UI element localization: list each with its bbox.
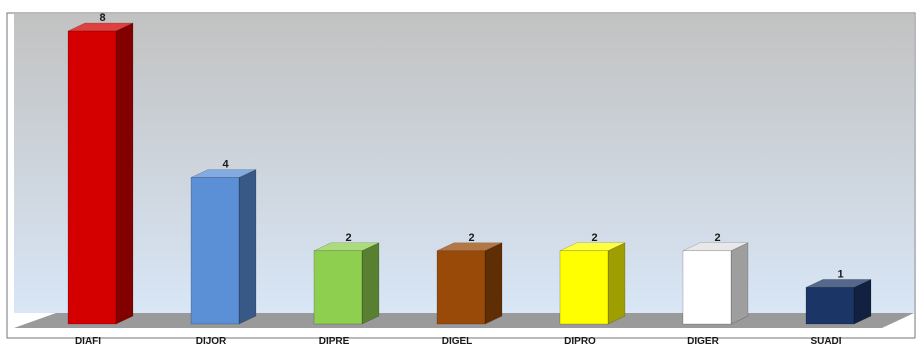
bar-side-dipre xyxy=(361,242,380,325)
x-tick-label-dipro: DIPRO xyxy=(564,336,596,347)
bar-dipro xyxy=(559,242,626,325)
data-label-digel: 2 xyxy=(468,232,474,244)
bar-front-digel xyxy=(436,250,486,325)
bar-front-diafi xyxy=(67,30,117,325)
x-tick-label-dijor: DIJOR xyxy=(196,336,227,347)
data-label-diafi: 8 xyxy=(99,12,105,24)
bar-dipre xyxy=(313,242,380,325)
data-label-dijor: 4 xyxy=(222,159,229,171)
x-tick-label-suadi: SUADI xyxy=(810,336,841,347)
bar-side-digel xyxy=(484,242,503,325)
bar-suadi xyxy=(805,278,872,325)
data-label-diger: 2 xyxy=(714,232,720,244)
bar-diafi xyxy=(67,22,134,325)
bar-front-suadi xyxy=(805,287,855,325)
data-label-suadi: 1 xyxy=(837,268,843,280)
bar-front-dijor xyxy=(190,177,240,325)
bar-diger xyxy=(682,242,749,325)
x-tick-label-diger: DIGER xyxy=(687,336,719,347)
data-label-dipro: 2 xyxy=(591,232,597,244)
x-tick-label-digel: DIGEL xyxy=(442,336,473,347)
x-tick-label-dipre: DIPRE xyxy=(319,336,350,347)
bar-side-diger xyxy=(730,242,749,325)
x-tick-label-diafi: DIAFI xyxy=(75,336,101,347)
bar-front-dipre xyxy=(313,250,363,325)
bar-side-dipro xyxy=(607,242,626,325)
bar-digel xyxy=(436,242,503,325)
bar-front-diger xyxy=(682,250,732,325)
data-label-dipre: 2 xyxy=(345,232,351,244)
bar-side-dijor xyxy=(238,169,257,325)
bar-side-diafi xyxy=(115,22,134,325)
bar-dijor xyxy=(190,169,257,325)
bar-front-dipro xyxy=(559,250,609,325)
